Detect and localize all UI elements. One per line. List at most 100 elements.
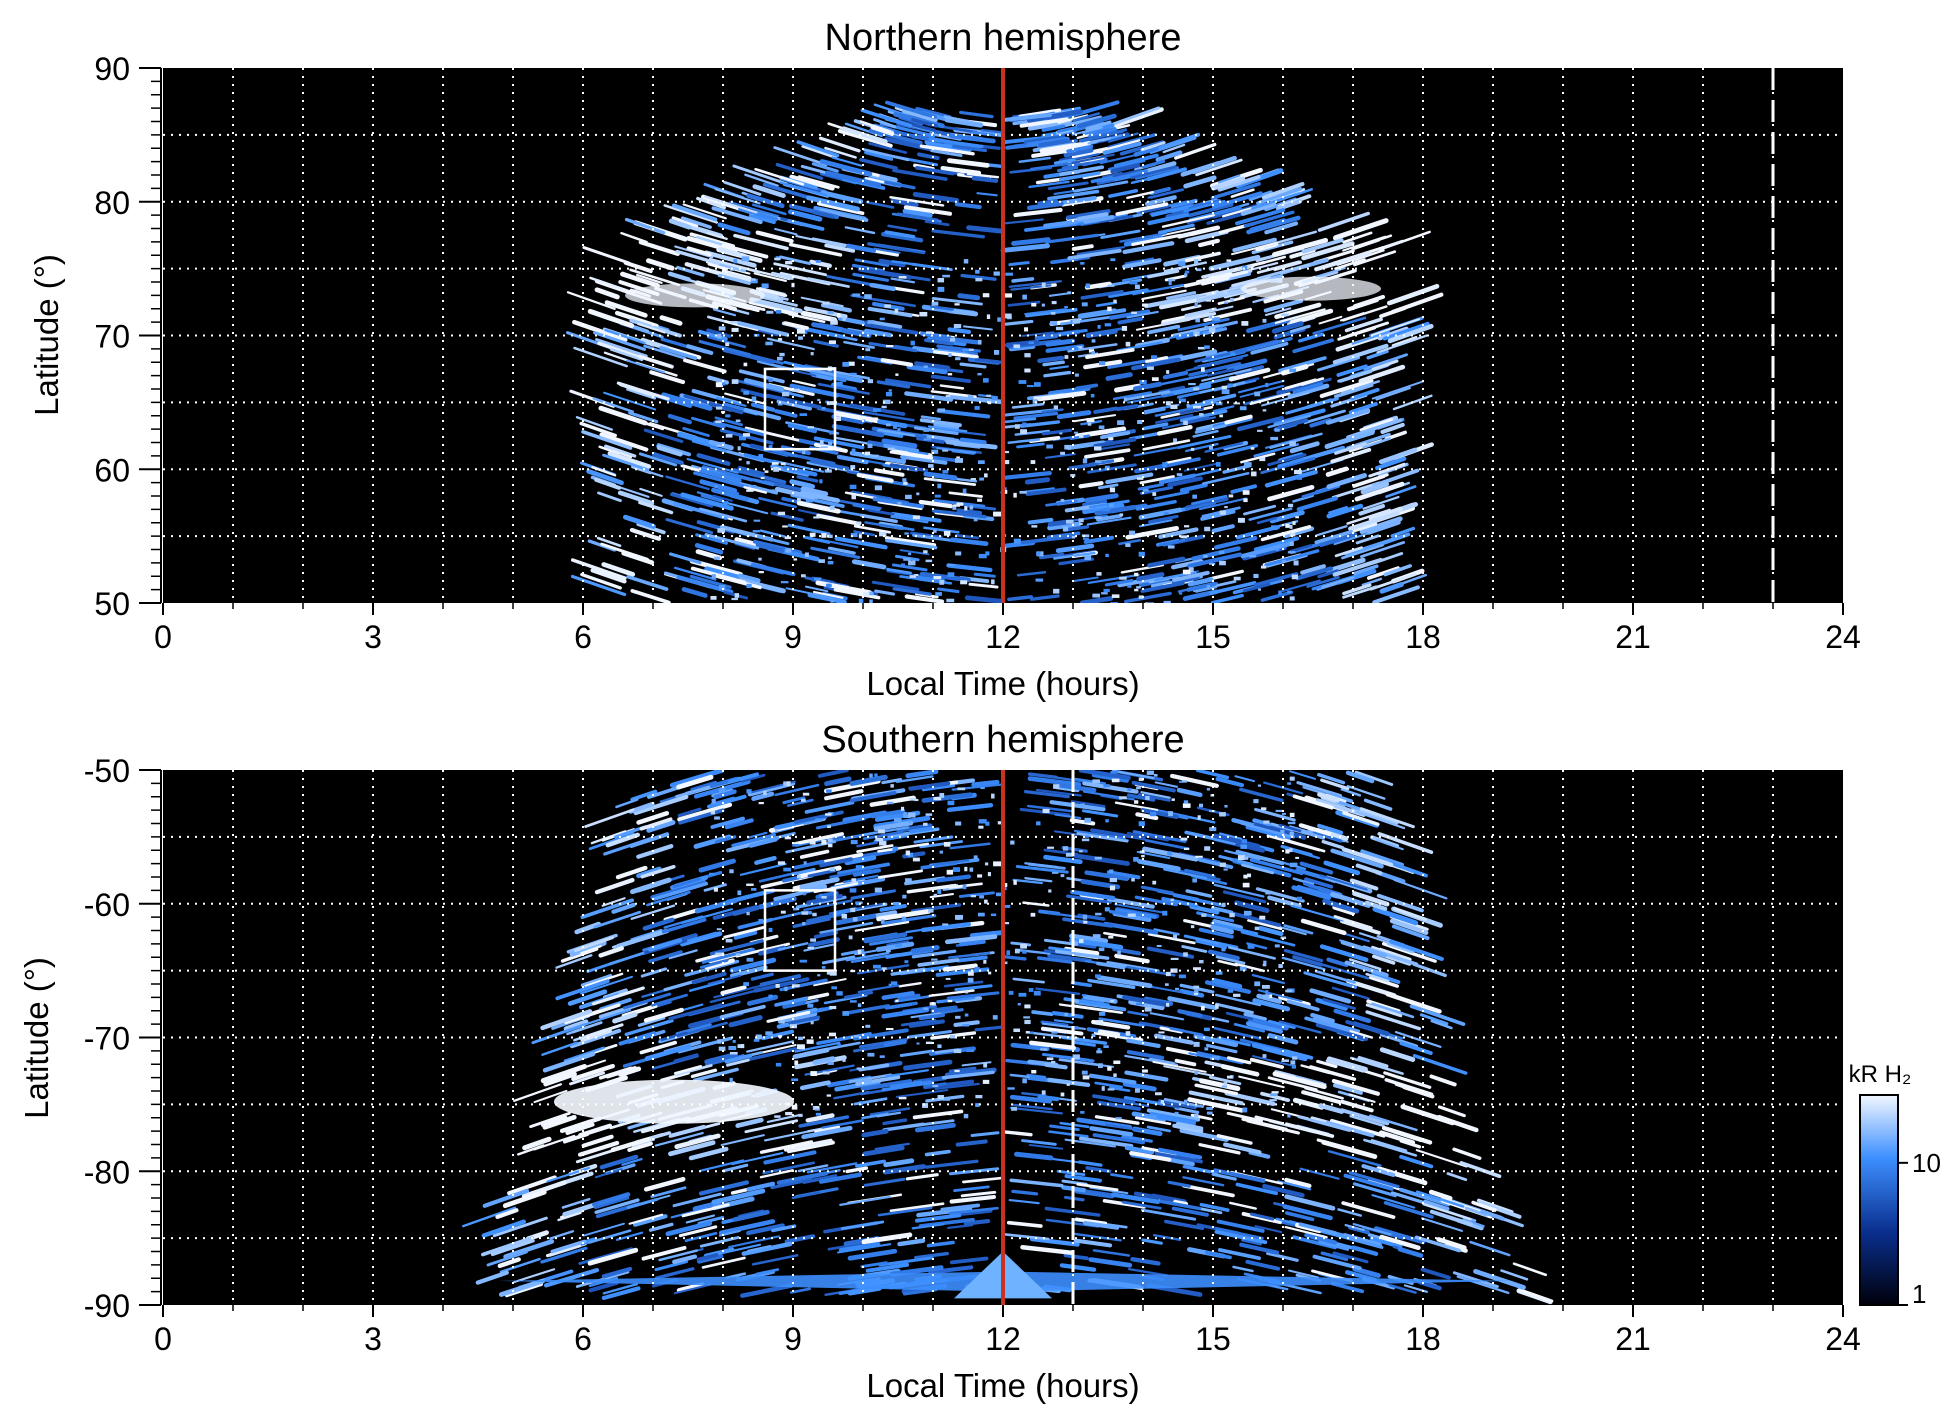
emission-streak xyxy=(1121,258,1162,269)
emission-pixel xyxy=(1224,506,1228,509)
emission-streak xyxy=(1095,301,1118,308)
emission-pixel xyxy=(991,793,995,799)
emission-streak xyxy=(834,410,881,424)
emission-streak xyxy=(462,1206,517,1228)
emission-streak xyxy=(1212,833,1261,849)
emission-pixel xyxy=(1094,516,1102,520)
emission-pixel xyxy=(925,331,933,334)
emission-pixel xyxy=(1152,492,1157,496)
emission-streak xyxy=(1193,356,1243,370)
emission-pixel xyxy=(813,516,820,519)
emission-pixel xyxy=(1094,446,1102,451)
emission-streak xyxy=(1267,895,1302,909)
emission-streak xyxy=(637,322,666,334)
emission-streak xyxy=(833,1090,870,1100)
emission-streak xyxy=(1341,1201,1396,1219)
emission-streak xyxy=(1158,1099,1197,1110)
emission-pixel xyxy=(1208,445,1213,450)
emission-pixel xyxy=(1209,562,1216,565)
emission-pixel xyxy=(758,454,764,459)
emission-streak xyxy=(960,1190,997,1198)
emission-pixel xyxy=(1125,543,1131,547)
emission-streak xyxy=(1191,546,1241,561)
emission-streak xyxy=(942,963,978,972)
emission-streak xyxy=(1159,1199,1202,1211)
emission-streak xyxy=(674,1064,713,1077)
emission-pixel xyxy=(1004,450,1010,454)
emission-streak xyxy=(1024,487,1055,494)
emission-streak xyxy=(1327,1150,1382,1167)
emission-streak xyxy=(713,420,767,437)
emission-streak xyxy=(1072,576,1099,583)
emission-streak xyxy=(844,226,876,235)
emission-streak xyxy=(1177,317,1230,332)
emission-pixel xyxy=(774,829,779,832)
emission-streak xyxy=(648,950,683,963)
emission-pixel xyxy=(1092,593,1100,598)
emission-pixel xyxy=(1127,787,1132,791)
emission-pixel xyxy=(715,952,722,956)
emission-streak xyxy=(732,905,760,916)
emission-streak xyxy=(1243,210,1295,228)
emission-pixel xyxy=(937,277,945,283)
emission-pixel xyxy=(716,444,722,447)
emission-streak xyxy=(883,1039,907,1048)
emission-streak xyxy=(854,258,890,267)
emission-pixel xyxy=(717,528,726,533)
emission-streak xyxy=(1198,497,1247,511)
emission-streak xyxy=(1184,501,1217,511)
emission-pixel xyxy=(1033,990,1041,996)
emission-streak xyxy=(753,272,787,283)
emission-pixel xyxy=(827,825,831,829)
emission-streak xyxy=(1226,358,1268,373)
emission-streak xyxy=(860,1079,913,1091)
emission-pixel xyxy=(733,258,738,264)
emission-streak xyxy=(706,335,747,349)
emission-streak xyxy=(630,588,671,603)
emission-pixel xyxy=(836,313,841,318)
emission-pixel xyxy=(945,395,951,398)
emission-streak xyxy=(974,358,1004,364)
emission-streak xyxy=(1300,564,1326,575)
emission-streak xyxy=(1436,1114,1479,1133)
emission-streak xyxy=(862,1145,905,1157)
emission-streak xyxy=(699,1159,745,1172)
emission-streak xyxy=(1167,476,1203,488)
emission-streak xyxy=(597,1193,628,1206)
emission-streak xyxy=(791,867,816,876)
emission-pixel xyxy=(1227,383,1234,387)
emission-pixel xyxy=(1212,1055,1220,1060)
emission-streak xyxy=(1330,848,1384,869)
emission-pixel xyxy=(713,887,718,892)
emission-pixel xyxy=(1178,592,1183,595)
emission-pixel xyxy=(1193,985,1200,989)
emission-pixel xyxy=(842,361,850,367)
emission-pixel xyxy=(827,1061,834,1065)
emission-pixel xyxy=(826,583,832,588)
emission-streak xyxy=(1037,199,1059,205)
emission-pixel xyxy=(1111,594,1120,598)
emission-streak xyxy=(811,162,839,173)
emission-streak xyxy=(627,1141,653,1152)
emission-pixel xyxy=(1125,1031,1131,1036)
emission-streak xyxy=(626,575,669,591)
emission-pixel xyxy=(1183,952,1188,957)
emission-pixel xyxy=(956,502,964,506)
emission-streak xyxy=(912,533,952,542)
emission-streak xyxy=(914,1251,949,1260)
emission-pixel xyxy=(865,348,871,352)
emission-streak xyxy=(949,537,989,546)
emission-streak xyxy=(1243,1012,1267,1021)
emission-pixel xyxy=(1204,1047,1209,1051)
emission-pixel xyxy=(879,317,885,321)
emission-pixel xyxy=(850,465,856,470)
emission-streak xyxy=(1014,1151,1054,1161)
emission-pixel xyxy=(806,1039,814,1044)
emission-streak xyxy=(1289,324,1311,333)
emission-streak xyxy=(1284,1194,1336,1211)
emission-streak xyxy=(641,421,665,431)
emission-streak xyxy=(1029,594,1060,601)
emission-streak xyxy=(1213,883,1265,898)
emission-streak xyxy=(845,1166,869,1174)
emission-streak xyxy=(1283,948,1324,963)
